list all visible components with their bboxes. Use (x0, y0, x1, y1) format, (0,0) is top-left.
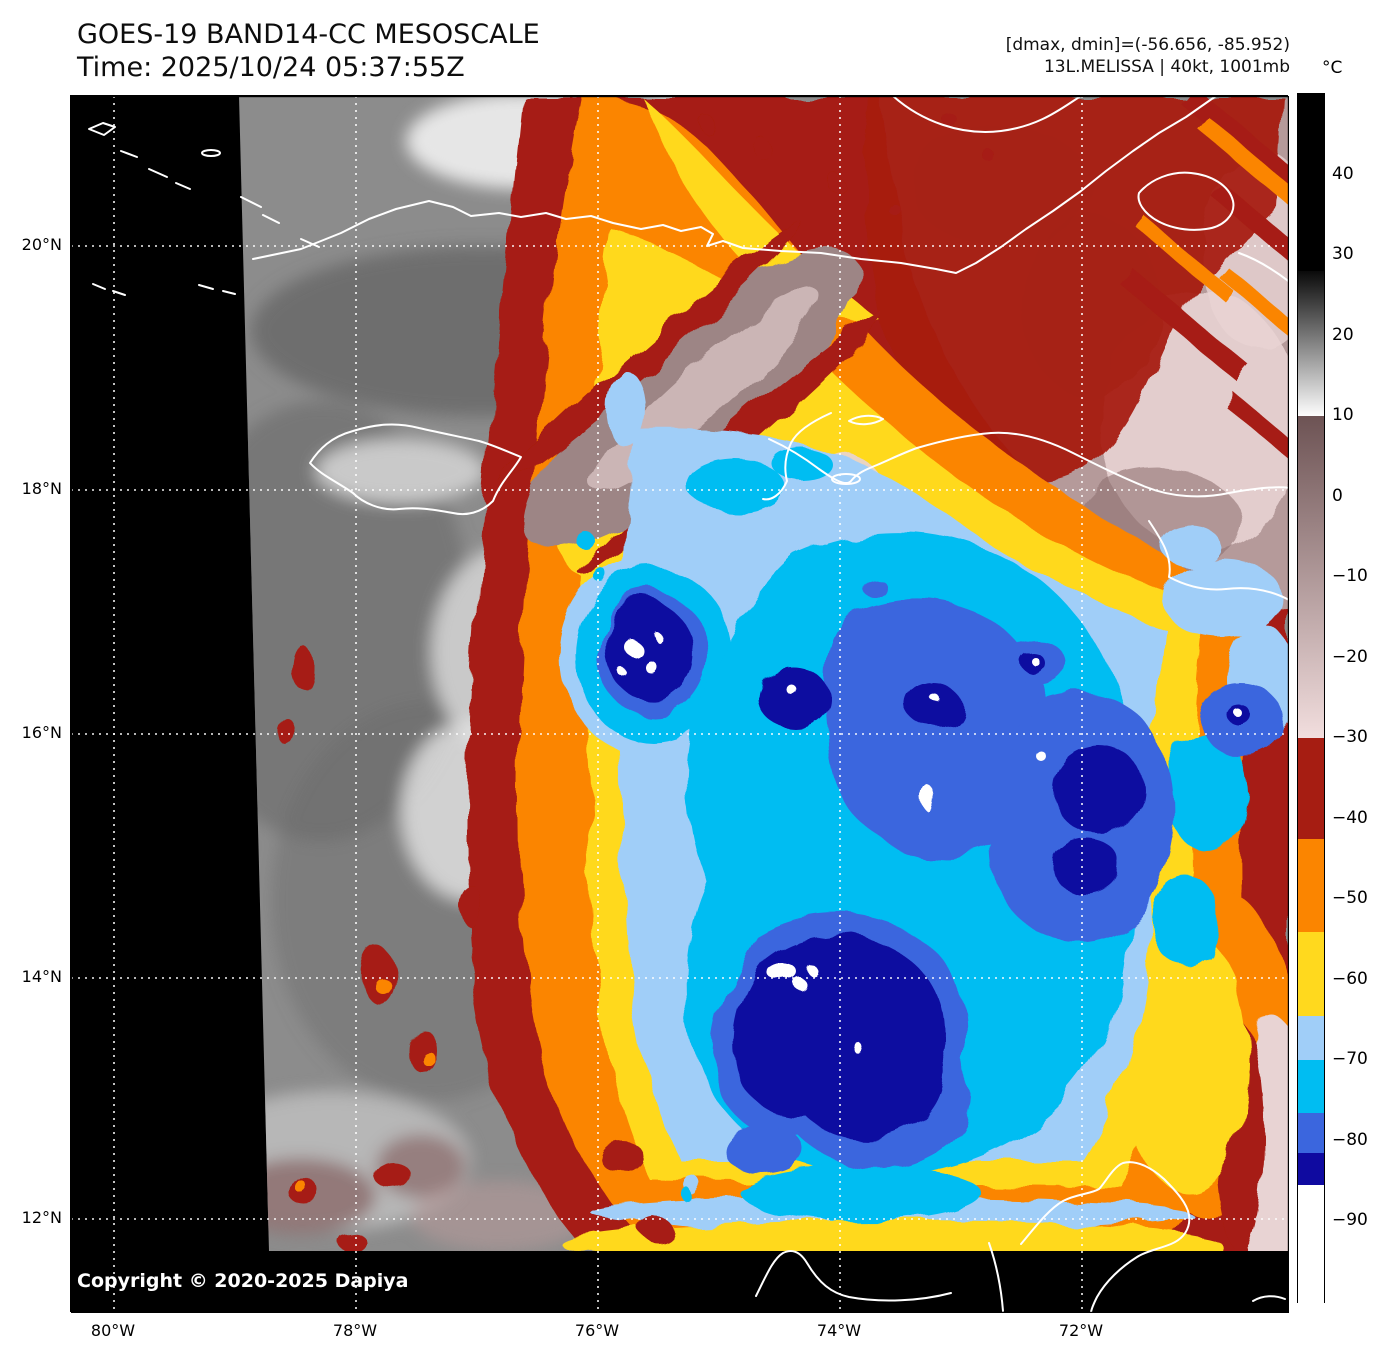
title-block: GOES-19 BAND14-CC MESOSCALE Time: 2025/1… (77, 18, 540, 84)
lon-tick-label: 76°W (574, 1321, 620, 1340)
colorbar-tick-label: −30 (1332, 727, 1368, 748)
south-coastline (755, 1250, 952, 1302)
tortuga-island (848, 414, 884, 426)
colorbar-segment (1298, 94, 1324, 272)
dr-east-coast (1148, 520, 1289, 602)
colorbar-segment (1298, 738, 1324, 840)
jamaica-coast (309, 423, 522, 516)
colorbar-tick-label: −20 (1332, 646, 1368, 667)
colorbar-segment (1298, 838, 1324, 933)
storm-id-intensity: 13L.MELISSA | 40kt, 1001mb (1043, 57, 1290, 77)
gonave-island (831, 473, 861, 485)
colorbar-tick-label: −40 (1332, 807, 1368, 828)
colorbar-segment (1298, 931, 1324, 1017)
colorbar-segment (1298, 1153, 1324, 1186)
colorbar-tick-label: 10 (1332, 405, 1354, 426)
colorbar-segment (1298, 416, 1324, 739)
lon-tick-label: 72°W (1058, 1321, 1104, 1340)
colorbar-segment (1298, 1185, 1324, 1303)
cay-islets (88, 122, 320, 296)
lat-tick-label: 18°N (21, 479, 62, 498)
latlon-grid (71, 96, 1289, 1313)
lat-tick-label: 12°N (21, 1208, 62, 1227)
colorbar-tick-label: −70 (1332, 1049, 1368, 1070)
guajira-peninsula (1020, 1161, 1191, 1313)
inagua-island (1137, 171, 1235, 231)
colorbar-tick-label: 20 (1332, 324, 1354, 345)
coldest-tops (617, 633, 1244, 1052)
satellite-imagery (71, 96, 1289, 1313)
hispaniola-north-coast (768, 431, 1289, 498)
lon-tick-label: 78°W (332, 1321, 378, 1340)
lat-tick-label: 14°N (21, 967, 62, 986)
timestamp: Time: 2025/10/24 05:37:55Z (77, 52, 465, 83)
ne-shoreline (1238, 252, 1289, 283)
lat-tick-label: 16°N (21, 723, 62, 742)
corner-shoreline (1252, 1295, 1286, 1302)
colorbar-unit-label: °C (1322, 58, 1343, 78)
colorbar-tick-label: −50 (1332, 888, 1368, 909)
colorbar-segment (1298, 1112, 1324, 1154)
lat-tick-label: 20°N (21, 235, 62, 254)
colorbar-tick-label: −10 (1332, 566, 1368, 587)
scattered-convection (278, 112, 992, 1251)
copyright-text: Copyright © 2020-2025 Dapiya (77, 1270, 409, 1292)
lon-tick-label: 80°W (90, 1321, 136, 1340)
haiti-west-coast (762, 412, 832, 501)
south-coastline-2 (988, 1242, 1004, 1312)
lon-tick-label: 74°W (816, 1321, 862, 1340)
dmax-dmin-readout: [dmax, dmin]=(-56.656, -85.952) (1005, 35, 1290, 55)
colorbar-tick-label: 40 (1332, 163, 1354, 184)
cuba-south-coast (252, 96, 1217, 274)
colorbar-segment (1298, 1060, 1324, 1114)
map-axes (70, 95, 1289, 1313)
colorbar-tick-label: 30 (1332, 244, 1354, 265)
colorbar-segment (1298, 1016, 1324, 1061)
product-title: GOES-19 BAND14-CC MESOSCALE (77, 19, 540, 50)
colorbar-tick-label: 0 (1332, 485, 1343, 506)
colorbar-segment (1298, 271, 1324, 417)
colorbar-tick-label: −60 (1332, 968, 1368, 989)
coastlines (88, 96, 1289, 1313)
cuba-north-coast (892, 96, 1082, 133)
info-block: [dmax, dmin]=(-56.656, -85.952) 13L.MELI… (1006, 34, 1290, 78)
axes-border (71, 96, 1289, 1313)
colorbar-tick-label: −80 (1332, 1129, 1368, 1150)
temperature-colorbar (1297, 93, 1325, 1303)
colorbar-tick-label: −90 (1332, 1210, 1368, 1231)
storm-cold-cloud-shield (278, 96, 1289, 1251)
